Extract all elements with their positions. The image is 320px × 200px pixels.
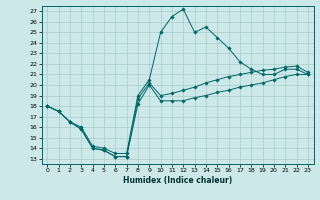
X-axis label: Humidex (Indice chaleur): Humidex (Indice chaleur) <box>123 176 232 185</box>
